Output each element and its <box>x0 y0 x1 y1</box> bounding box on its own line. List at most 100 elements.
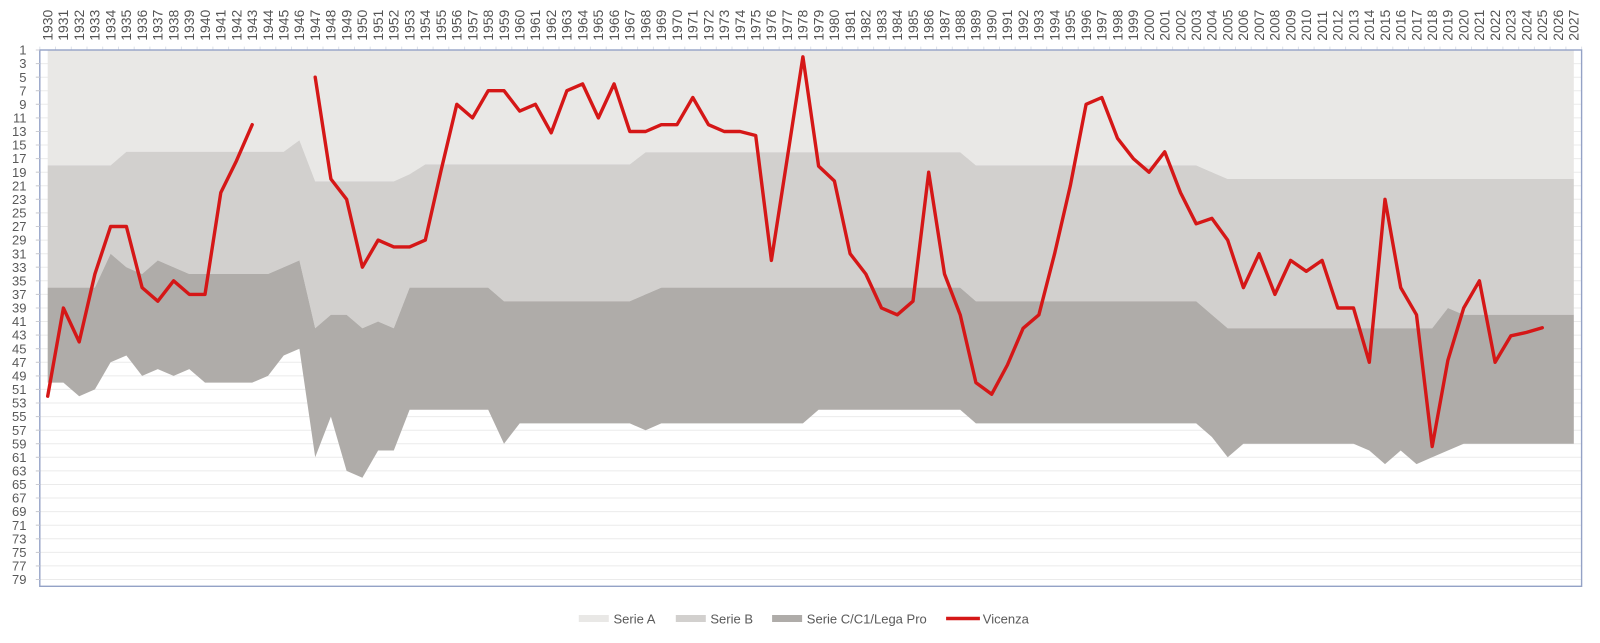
svg-text:1933: 1933 <box>87 9 103 40</box>
svg-text:67: 67 <box>12 491 26 506</box>
svg-text:69: 69 <box>12 504 26 519</box>
svg-text:2017: 2017 <box>1408 9 1424 40</box>
svg-text:1989: 1989 <box>968 9 984 40</box>
svg-text:51: 51 <box>12 382 26 397</box>
svg-text:1994: 1994 <box>1046 9 1062 40</box>
svg-text:2027: 2027 <box>1566 9 1582 40</box>
svg-text:1940: 1940 <box>197 9 213 40</box>
svg-text:41: 41 <box>12 314 26 329</box>
svg-text:1931: 1931 <box>55 9 71 40</box>
svg-text:33: 33 <box>12 260 26 275</box>
svg-text:1987: 1987 <box>936 9 952 40</box>
svg-text:1953: 1953 <box>401 9 417 40</box>
svg-text:1980: 1980 <box>826 9 842 40</box>
svg-text:1973: 1973 <box>716 9 732 40</box>
svg-text:2012: 2012 <box>1330 9 1346 40</box>
svg-text:1946: 1946 <box>291 9 307 40</box>
svg-text:2024: 2024 <box>1518 9 1534 40</box>
svg-text:2022: 2022 <box>1487 9 1503 40</box>
svg-text:43: 43 <box>12 328 26 343</box>
svg-text:1995: 1995 <box>1062 9 1078 40</box>
svg-text:29: 29 <box>12 233 26 248</box>
svg-text:1944: 1944 <box>260 9 276 40</box>
svg-text:37: 37 <box>12 287 26 302</box>
svg-text:Serie B: Serie B <box>710 612 753 627</box>
svg-text:1988: 1988 <box>952 9 968 40</box>
svg-text:71: 71 <box>12 518 26 533</box>
svg-text:31: 31 <box>12 246 26 261</box>
svg-text:61: 61 <box>12 450 26 465</box>
svg-text:2009: 2009 <box>1282 9 1298 40</box>
svg-text:2018: 2018 <box>1424 9 1440 40</box>
svg-text:1979: 1979 <box>810 9 826 40</box>
svg-text:1952: 1952 <box>386 9 402 40</box>
svg-text:1960: 1960 <box>512 9 528 40</box>
svg-text:55: 55 <box>12 409 26 424</box>
svg-text:2006: 2006 <box>1235 9 1251 40</box>
svg-text:2020: 2020 <box>1456 9 1472 40</box>
svg-text:65: 65 <box>12 477 26 492</box>
svg-text:2025: 2025 <box>1534 9 1550 40</box>
svg-text:1990: 1990 <box>984 9 1000 40</box>
svg-text:1974: 1974 <box>732 9 748 40</box>
svg-text:1965: 1965 <box>590 9 606 40</box>
svg-text:2019: 2019 <box>1440 9 1456 40</box>
svg-text:1983: 1983 <box>873 9 889 40</box>
svg-text:2026: 2026 <box>1550 9 1566 40</box>
svg-text:2021: 2021 <box>1471 9 1487 40</box>
svg-text:1947: 1947 <box>307 9 323 40</box>
svg-text:9: 9 <box>19 97 26 112</box>
svg-text:1991: 1991 <box>999 9 1015 40</box>
svg-text:2005: 2005 <box>1220 9 1236 40</box>
svg-text:1993: 1993 <box>1031 9 1047 40</box>
svg-text:3: 3 <box>19 56 26 71</box>
svg-text:75: 75 <box>12 545 26 560</box>
svg-text:1941: 1941 <box>213 9 229 40</box>
svg-text:1955: 1955 <box>433 9 449 40</box>
svg-text:1934: 1934 <box>102 9 118 40</box>
svg-text:2001: 2001 <box>1157 9 1173 40</box>
svg-text:1975: 1975 <box>748 9 764 40</box>
svg-text:1938: 1938 <box>165 9 181 40</box>
svg-text:1992: 1992 <box>1015 9 1031 40</box>
svg-text:1999: 1999 <box>1125 9 1141 40</box>
svg-text:1937: 1937 <box>150 9 166 40</box>
svg-text:53: 53 <box>12 396 26 411</box>
svg-text:1939: 1939 <box>181 9 197 40</box>
svg-text:2007: 2007 <box>1251 9 1267 40</box>
svg-text:49: 49 <box>12 369 26 384</box>
svg-text:1: 1 <box>19 43 26 58</box>
svg-text:1998: 1998 <box>1109 9 1125 40</box>
svg-text:1943: 1943 <box>244 9 260 40</box>
svg-text:1951: 1951 <box>370 9 386 40</box>
svg-text:1932: 1932 <box>71 9 87 40</box>
svg-text:1982: 1982 <box>858 9 874 40</box>
svg-text:79: 79 <box>12 572 26 587</box>
svg-text:2015: 2015 <box>1377 9 1393 40</box>
svg-text:17: 17 <box>12 151 26 166</box>
svg-text:2013: 2013 <box>1345 9 1361 40</box>
svg-text:23: 23 <box>12 192 26 207</box>
svg-text:1945: 1945 <box>276 9 292 40</box>
svg-text:1984: 1984 <box>889 9 905 40</box>
svg-text:35: 35 <box>12 273 26 288</box>
svg-text:1959: 1959 <box>496 9 512 40</box>
svg-text:1966: 1966 <box>606 9 622 40</box>
svg-text:11: 11 <box>13 111 27 126</box>
svg-text:Serie C/C1/Lega Pro: Serie C/C1/Lega Pro <box>807 612 927 627</box>
svg-text:63: 63 <box>12 464 26 479</box>
svg-text:47: 47 <box>12 355 26 370</box>
svg-text:1950: 1950 <box>354 9 370 40</box>
svg-text:73: 73 <box>12 531 26 546</box>
svg-text:2008: 2008 <box>1267 9 1283 40</box>
svg-text:1963: 1963 <box>559 9 575 40</box>
svg-text:2003: 2003 <box>1188 9 1204 40</box>
svg-text:2000: 2000 <box>1141 9 1157 40</box>
svg-text:2014: 2014 <box>1361 9 1377 40</box>
svg-text:1942: 1942 <box>228 9 244 40</box>
svg-text:Vicenza: Vicenza <box>983 612 1030 627</box>
svg-text:15: 15 <box>12 138 26 153</box>
svg-text:13: 13 <box>12 124 26 139</box>
svg-text:1972: 1972 <box>700 9 716 40</box>
svg-text:1958: 1958 <box>480 9 496 40</box>
